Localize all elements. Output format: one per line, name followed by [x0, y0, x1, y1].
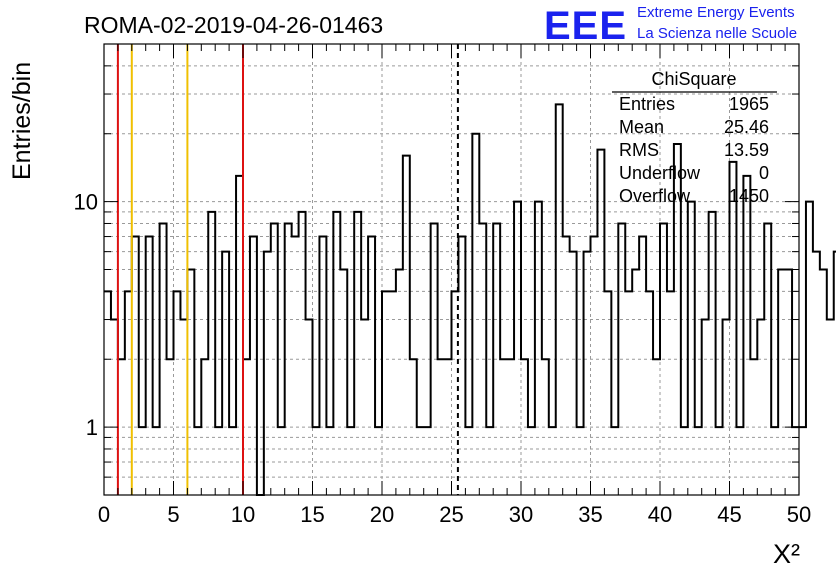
stats-row-label: Underflow [619, 163, 701, 183]
x-tick-label: 20 [370, 502, 394, 527]
x-tick-label: 40 [648, 502, 672, 527]
stats-row-label: Entries [619, 94, 675, 114]
x-tick-label: 35 [578, 502, 602, 527]
x-tick-label: 0 [98, 502, 110, 527]
stats-row-label: Overflow [619, 186, 691, 206]
stats-box: ChiSquare Entries 1965 Mean 25.46 RMS 13.59 Un… [612, 69, 777, 206]
x-tick-label: 45 [717, 502, 741, 527]
grid [104, 44, 799, 495]
logo-mark: EEE [544, 4, 627, 48]
stats-row-value: 25.46 [724, 117, 769, 137]
stats-row-value: 1965 [729, 94, 769, 114]
stats-row-label: Mean [619, 117, 664, 137]
eee-logo: EEE Extreme Energy Events La Scienza nel… [544, 4, 797, 48]
y-tick-label: 10 [74, 190, 98, 215]
x-tick-label: 10 [231, 502, 255, 527]
histogram-bars [104, 103, 836, 496]
y-tick-label: 1 [86, 415, 98, 440]
stats-row-value: 1450 [729, 186, 769, 206]
logo-line-2: La Scienza nelle Scuole [637, 25, 797, 42]
x-axis-label: X² [773, 539, 800, 569]
x-tick-label: 30 [509, 502, 533, 527]
stats-row-value: 13.59 [724, 140, 769, 160]
x-tick-label: 15 [300, 502, 324, 527]
marker-lines [116, 44, 459, 495]
x-tick-label: 5 [167, 502, 179, 527]
stats-row-label: RMS [619, 140, 659, 160]
stats-box-title: ChiSquare [651, 69, 736, 89]
x-tick-label: 25 [439, 502, 463, 527]
x-tick-label: 50 [787, 502, 811, 527]
axes: 0 5 10 15 20 25 30 35 40 45 50 1 10 [74, 44, 811, 527]
histogram-outline [104, 103, 836, 496]
y-axis-label: Entries/bin [8, 62, 36, 180]
stats-row-value: 0 [759, 163, 769, 183]
chart-title: ROMA-02-2019-04-26-01463 [84, 12, 383, 38]
logo-line-1: Extreme Energy Events [637, 4, 795, 21]
